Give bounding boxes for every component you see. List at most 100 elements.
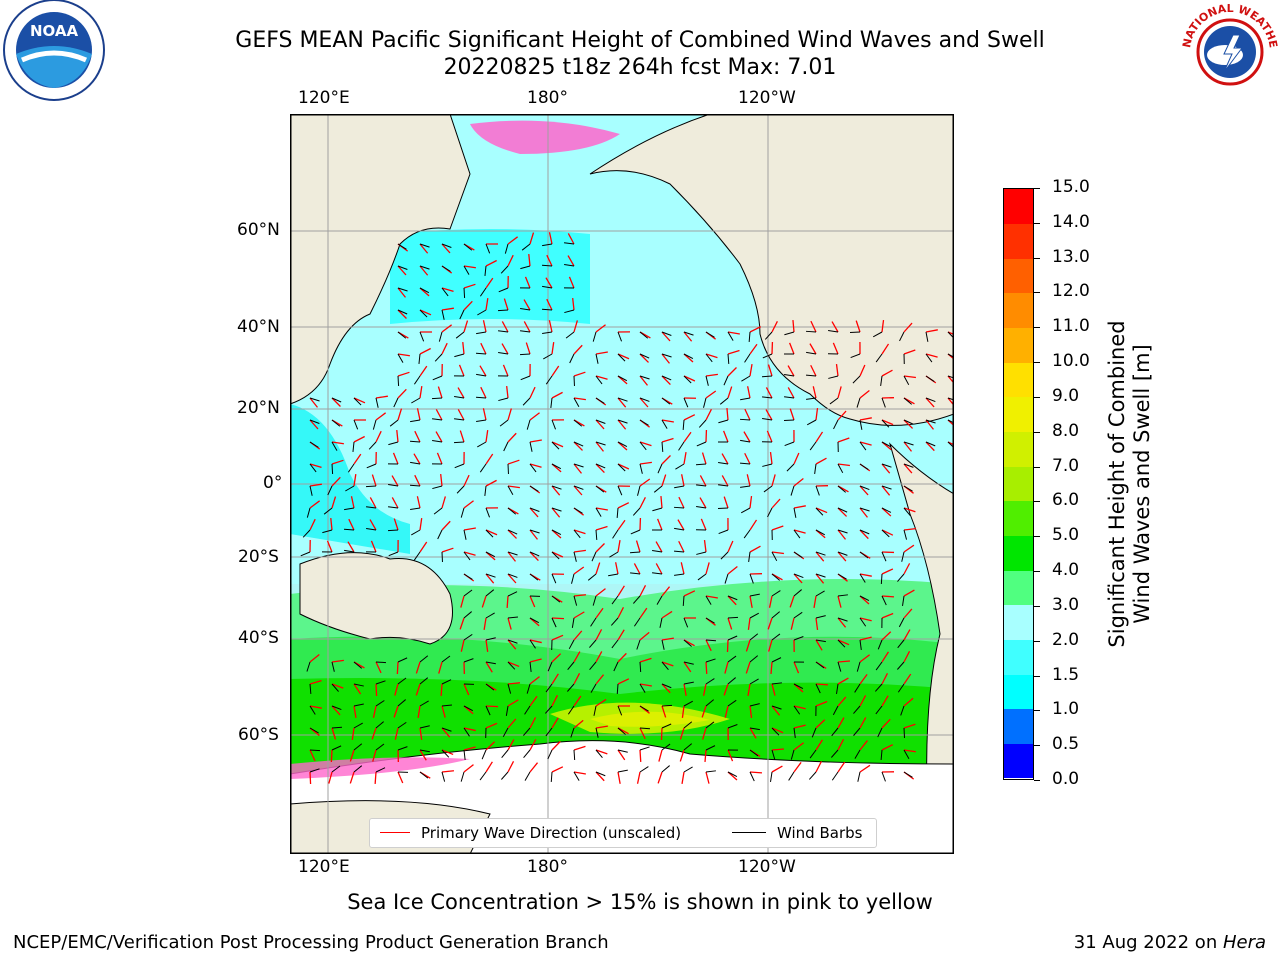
- wave-direction-arrow: [397, 353, 410, 357]
- colorbar-tick-mark: [1034, 257, 1040, 259]
- wind-barb: [683, 397, 689, 408]
- wave-direction-arrow: [370, 540, 377, 553]
- wave-direction-arrow: [391, 497, 399, 509]
- colorbar-tick-mark: [1034, 431, 1040, 433]
- wind-barb: [859, 573, 866, 583]
- wind-barb: [568, 639, 575, 650]
- wave-direction-arrow: [393, 705, 399, 718]
- wave-direction-arrow: [639, 657, 652, 663]
- wave-direction-arrow: [859, 529, 869, 540]
- wind-barb: [419, 655, 429, 663]
- wind-barb: [507, 529, 518, 535]
- wave-direction-arrow: [375, 395, 388, 399]
- wind-barb: [375, 743, 385, 751]
- wind-barb: [815, 551, 826, 556]
- wave-direction-arrow: [724, 705, 729, 718]
- wind-barb: [344, 549, 355, 553]
- wave-direction-arrow: [881, 595, 895, 598]
- wind-barb: [411, 529, 421, 536]
- wave-direction-arrow: [309, 771, 312, 785]
- wave-direction-arrow: [658, 749, 663, 762]
- wind-barb: [771, 573, 781, 581]
- wave-direction-arrow: [947, 419, 954, 427]
- wind-barb: [837, 485, 847, 493]
- wave-direction-arrow: [815, 739, 823, 751]
- wind-barb: [353, 419, 359, 430]
- wave-direction-arrow: [881, 718, 891, 729]
- wind-barb: [793, 573, 804, 579]
- wind-barb: [740, 439, 751, 443]
- wind-barb: [815, 683, 821, 694]
- wind-barb: [526, 419, 531, 430]
- wind-barb: [696, 505, 707, 509]
- wind-barb: [836, 683, 839, 694]
- wind-barb: [507, 507, 517, 515]
- wave-direction-arrow: [485, 430, 489, 443]
- wave-direction-arrow: [595, 419, 605, 430]
- wind-barb: [485, 529, 494, 538]
- wave-direction-arrow: [815, 761, 823, 773]
- wave-direction-arrow: [419, 309, 432, 316]
- wave-direction-arrow: [903, 419, 914, 429]
- wind-barb: [661, 419, 668, 429]
- wind-barb: [673, 550, 685, 553]
- wind-barb: [896, 661, 905, 670]
- band-7m-max: [590, 711, 710, 727]
- wind-barb: [695, 463, 707, 466]
- wave-direction-arrow: [771, 498, 781, 509]
- wave-direction-arrow: [947, 375, 954, 385]
- wind-barb: [564, 242, 575, 245]
- wind-barb: [521, 243, 531, 251]
- wind-barb: [743, 529, 751, 539]
- wind-barb: [740, 397, 751, 401]
- wind-barb: [432, 375, 443, 381]
- wave-direction-arrow: [767, 364, 773, 377]
- wind-barb: [683, 700, 694, 707]
- wind-barb: [375, 721, 384, 729]
- wind-barb: [880, 749, 883, 761]
- wind-barb: [854, 749, 861, 759]
- wind-barb: [485, 243, 491, 254]
- wave-direction-arrow: [749, 771, 763, 774]
- wave-direction-arrow: [414, 430, 421, 443]
- wind-barb: [639, 463, 643, 474]
- wave-direction-arrow: [573, 566, 585, 575]
- wind-barb: [595, 397, 605, 404]
- colorbar-segment: [1004, 258, 1033, 294]
- wave-direction-arrow: [595, 324, 606, 333]
- wave-direction-arrow: [680, 562, 685, 575]
- wave-direction-arrow: [835, 364, 839, 377]
- nws-logo: NATIONAL WEATHER SERVICE: [1174, 0, 1280, 100]
- wave-direction-arrow: [529, 762, 539, 773]
- wind-barb: [455, 331, 465, 339]
- wave-direction-arrow: [723, 683, 729, 696]
- wave-direction-arrow: [705, 353, 718, 359]
- wave-direction-arrow: [639, 461, 652, 465]
- wave-direction-arrow: [481, 595, 487, 608]
- wave-direction-arrow: [507, 573, 517, 584]
- wave-direction-arrow: [529, 717, 537, 729]
- wind-barb: [520, 330, 531, 333]
- wind-barb: [661, 704, 673, 707]
- left-tick-5: 40°S: [238, 628, 279, 648]
- colorbar-tick-label: 4.0: [1052, 560, 1080, 581]
- wind-barb: [673, 506, 685, 509]
- wave-direction-arrow: [507, 459, 520, 465]
- wind-barb: [441, 679, 452, 685]
- wind-barb: [419, 331, 425, 342]
- wind-barb: [837, 463, 844, 474]
- wave-direction-arrow: [699, 497, 707, 509]
- wind-barb: [302, 529, 311, 538]
- wind-barb: [809, 441, 817, 451]
- wind-barb: [476, 419, 487, 423]
- wind-barb: [727, 724, 738, 729]
- wave-direction-arrow: [903, 544, 915, 553]
- wave-direction-arrow: [419, 749, 427, 761]
- wind-barb: [410, 507, 421, 511]
- wave-direction-arrow: [617, 519, 626, 531]
- wind-barb: [551, 617, 557, 628]
- wind-barb: [616, 507, 619, 519]
- wave-direction-arrow: [881, 673, 889, 685]
- land-americas: [888, 442, 954, 854]
- wind-barb: [353, 703, 364, 707]
